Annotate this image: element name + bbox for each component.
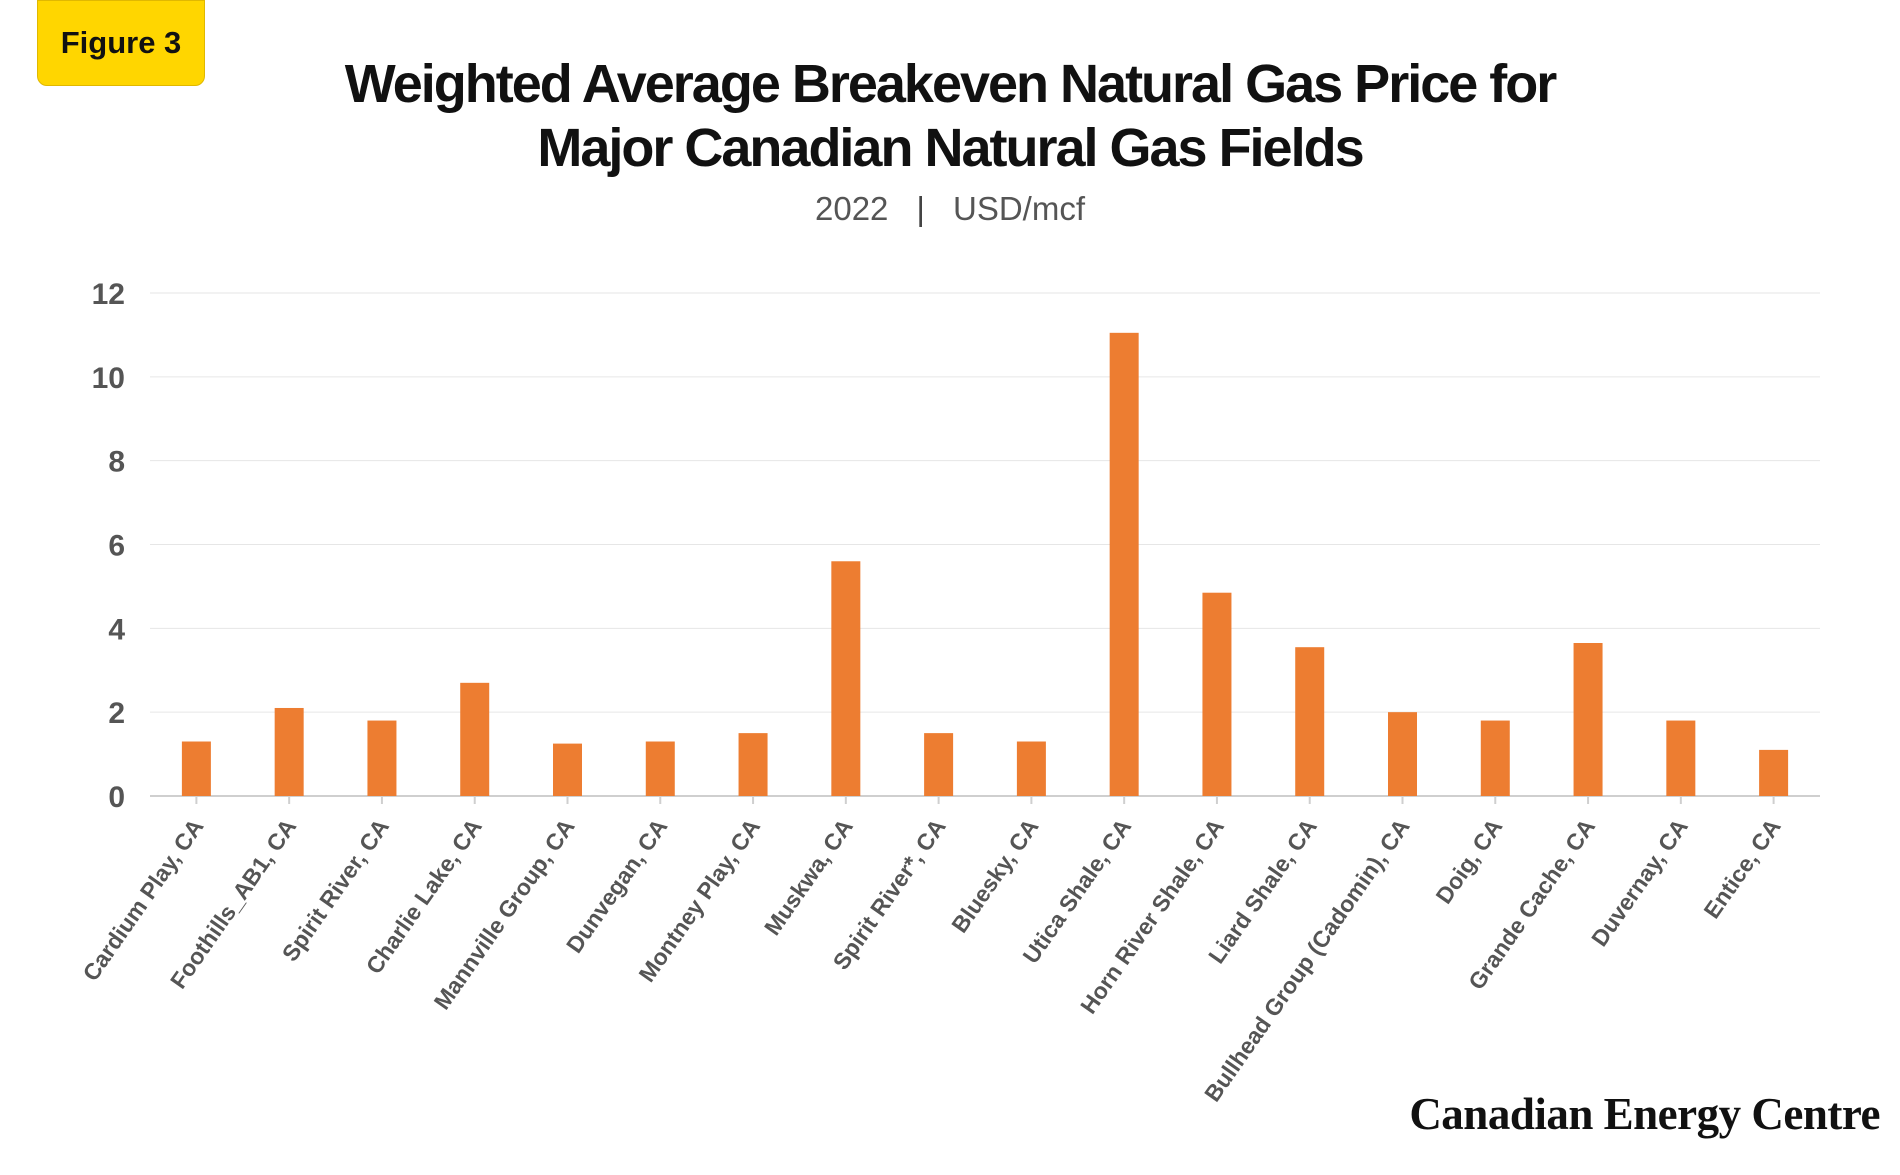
- y-tick-label: 6: [108, 530, 125, 563]
- chart-title-line-1: Weighted Average Breakeven Natural Gas P…: [344, 54, 1558, 114]
- bar: [181, 741, 211, 796]
- bar: [274, 707, 304, 796]
- y-tick-label: 2: [108, 697, 125, 730]
- x-tick-label: Entice, CA: [1698, 814, 1785, 923]
- bar: [1573, 643, 1603, 796]
- y-tick-label: 10: [92, 362, 125, 395]
- bar: [738, 733, 768, 796]
- bar: [1202, 592, 1232, 796]
- chart-subtitle: 2022 | USD/mcf: [0, 190, 1900, 228]
- y-tick-label: 4: [108, 613, 125, 646]
- chart-title-line-2: Major Canadian Natural Gas Fields: [537, 118, 1364, 178]
- x-tick-label: Duvernay, CA: [1586, 814, 1693, 951]
- subtitle-separator: |: [916, 190, 925, 227]
- y-tick-label: 0: [108, 781, 125, 814]
- bar: [924, 733, 954, 796]
- chart-title: Weighted Average Breakeven Natural Gas P…: [0, 52, 1900, 180]
- bar: [1109, 332, 1139, 796]
- x-tick-label: Bullhead Group (Cadomin), CA: [1199, 814, 1415, 1106]
- bar: [831, 561, 861, 796]
- subtitle-year: 2022: [815, 190, 889, 227]
- y-tick-label: 12: [92, 278, 125, 311]
- bar: [460, 682, 490, 796]
- y-tick-label: 8: [108, 446, 125, 479]
- x-tick-label: Dunvegan, CA: [561, 814, 672, 958]
- bar: [1666, 720, 1696, 796]
- bar: [1759, 749, 1789, 796]
- bar: [367, 720, 397, 796]
- brand-wordmark: Canadian Energy Centre: [1409, 1089, 1880, 1139]
- x-tick-label: Bluesky, CA: [946, 814, 1043, 937]
- bar: [1480, 720, 1510, 796]
- x-tick-label: Doig, CA: [1430, 814, 1507, 908]
- bar: [1295, 647, 1325, 796]
- figure-badge-label: Figure 3: [60, 25, 182, 60]
- bar: [1388, 712, 1417, 796]
- bar: [553, 743, 582, 796]
- x-tick-label: Muskwa, CA: [759, 814, 858, 940]
- bar: [1016, 741, 1046, 796]
- figure-badge: Figure 3: [37, 0, 205, 86]
- subtitle-unit: USD/mcf: [953, 190, 1085, 227]
- bar: [645, 741, 675, 796]
